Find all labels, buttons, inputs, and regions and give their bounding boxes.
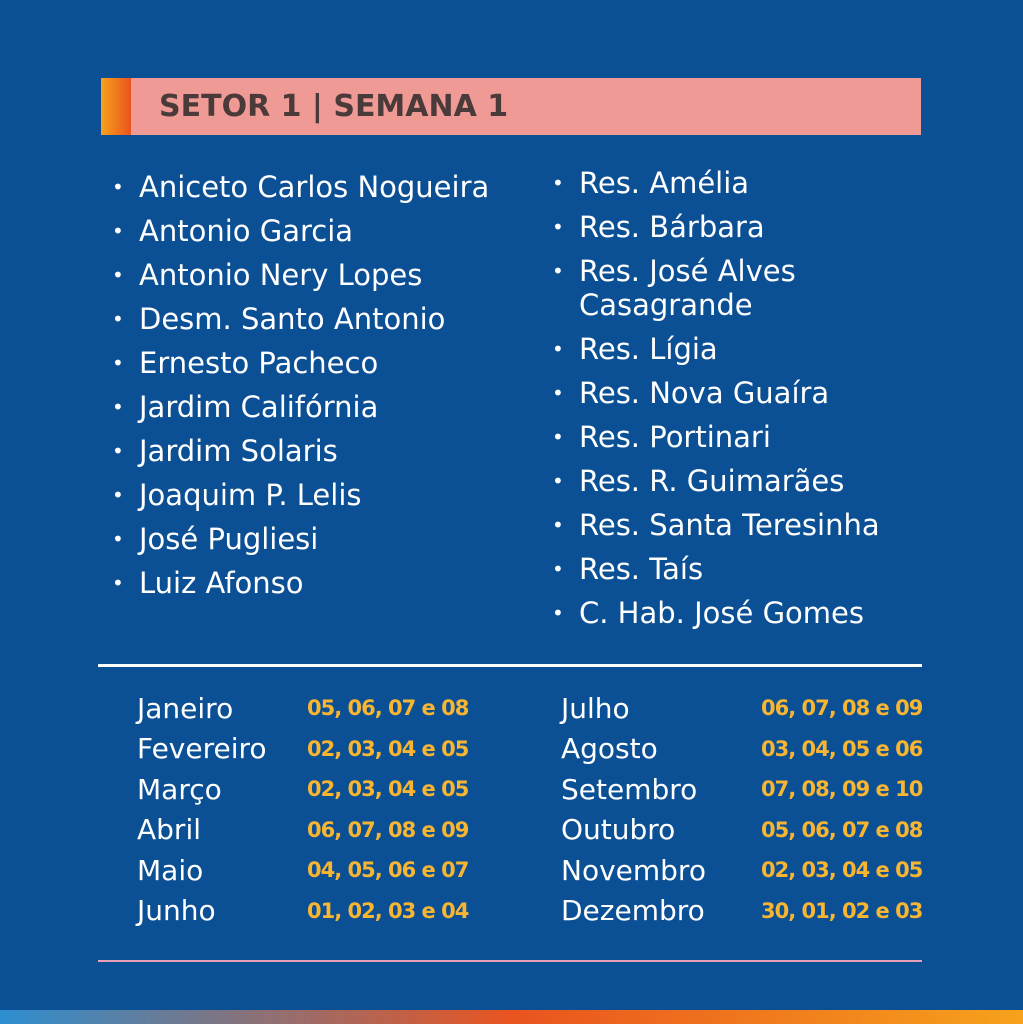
neighborhood: Res. Taís: [552, 552, 932, 586]
schedule-row: Novembro 02, 03, 04 e 05: [561, 850, 923, 891]
neighborhood: Desm. Santo Antonio: [112, 302, 532, 336]
month: Fevereiro: [137, 732, 267, 766]
neighborhood: Joaquim P. Lelis: [112, 478, 532, 512]
dates: 05, 06, 07 e 08: [761, 817, 923, 842]
schedule-row: Julho 06, 07, 08 e 09: [561, 688, 923, 729]
divider: [98, 664, 922, 667]
schedule-row: Setembro 07, 08, 09 e 10: [561, 769, 923, 810]
schedule-row: Maio 04, 05, 06 e 07: [137, 850, 469, 891]
dates: 02, 03, 04 e 05: [307, 777, 469, 802]
month: Agosto: [561, 732, 658, 766]
neighborhood: Ernesto Pacheco: [112, 346, 532, 380]
month: Outubro: [561, 813, 676, 847]
month: Março: [137, 772, 222, 806]
schedule-left: Janeiro 05, 06, 07 e 08 Fevereiro 02, 03, 0…: [137, 688, 469, 932]
divider: [98, 960, 922, 962]
month: Maio: [137, 853, 204, 887]
dates: 06, 07, 08 e 09: [761, 696, 923, 721]
dates: 30, 01, 02 e 03: [761, 898, 923, 923]
schedule-row: Dezembro 30, 01, 02 e 03: [561, 891, 923, 932]
schedule-row: Fevereiro 02, 03, 04 e 05: [137, 729, 469, 770]
schedule-row: Janeiro 05, 06, 07 e 08: [137, 688, 469, 729]
title: SETOR 1 | SEMANA 1: [159, 89, 509, 124]
neighborhood: José Pugliesi: [112, 522, 532, 556]
neighborhood: C. Hab. José Gomes: [552, 596, 932, 630]
schedule-row: Abril 06, 07, 08 e 09: [137, 810, 469, 851]
neighborhood: Res. R. Guimarães: [552, 464, 932, 498]
dates: 02, 03, 04 e 05: [307, 736, 469, 761]
schedule-row: Agosto 03, 04, 05 e 06: [561, 729, 923, 770]
neighborhood: Aniceto Carlos Nogueira: [112, 170, 532, 204]
dates: 06, 07, 08 e 09: [307, 817, 469, 842]
schedule-row: Outubro 05, 06, 07 e 08: [561, 810, 923, 851]
month: Janeiro: [137, 691, 234, 725]
schedule-right: Julho 06, 07, 08 e 09 Agosto 03, 04, 05 e 0…: [561, 688, 923, 932]
neighborhood: Jardim Califórnia: [112, 390, 532, 424]
dates: 03, 04, 05 e 06: [761, 736, 923, 761]
bottom-bar: [0, 1010, 1023, 1024]
neighborhood: Antonio Garcia: [112, 214, 532, 248]
neighborhood: Antonio Nery Lopes: [112, 258, 532, 292]
neighborhood: Res. Nova Guaíra: [552, 376, 932, 410]
month: Setembro: [561, 772, 698, 806]
neighborhood: Res. Bárbara: [552, 210, 932, 244]
schedule-row: Março 02, 03, 04 e 05: [137, 769, 469, 810]
list-left: Aniceto Carlos Nogueira Antonio Garcia Ant…: [112, 170, 532, 610]
month: Julho: [561, 691, 630, 725]
schedule-row: Junho 01, 02, 03 e 04: [137, 891, 469, 932]
dates: 01, 02, 03 e 04: [307, 898, 469, 923]
neighborhood: Res. Portinari: [552, 420, 932, 454]
dates: 05, 06, 07 e 08: [307, 696, 469, 721]
neighborhood: Luiz Afonso: [112, 566, 532, 600]
header: SETOR 1 | SEMANA 1: [101, 78, 921, 135]
dates: 07, 08, 09 e 10: [761, 777, 923, 802]
neighborhood: Res. José Alves Casagrande: [552, 254, 932, 322]
neighborhood: Res. Lígia: [552, 332, 932, 366]
dates: 02, 03, 04 e 05: [761, 858, 923, 883]
neighborhood: Res. Amélia: [552, 166, 932, 200]
neighborhood: Res. Santa Teresinha: [552, 508, 932, 542]
month: Dezembro: [561, 894, 705, 928]
month: Junho: [137, 894, 216, 928]
neighborhood: Jardim Solaris: [112, 434, 532, 468]
month: Novembro: [561, 853, 706, 887]
month: Abril: [137, 813, 201, 847]
dates: 04, 05, 06 e 07: [307, 858, 469, 883]
list-right: Res. Amélia Res. Bárbara Res. José Alves C…: [552, 166, 932, 640]
